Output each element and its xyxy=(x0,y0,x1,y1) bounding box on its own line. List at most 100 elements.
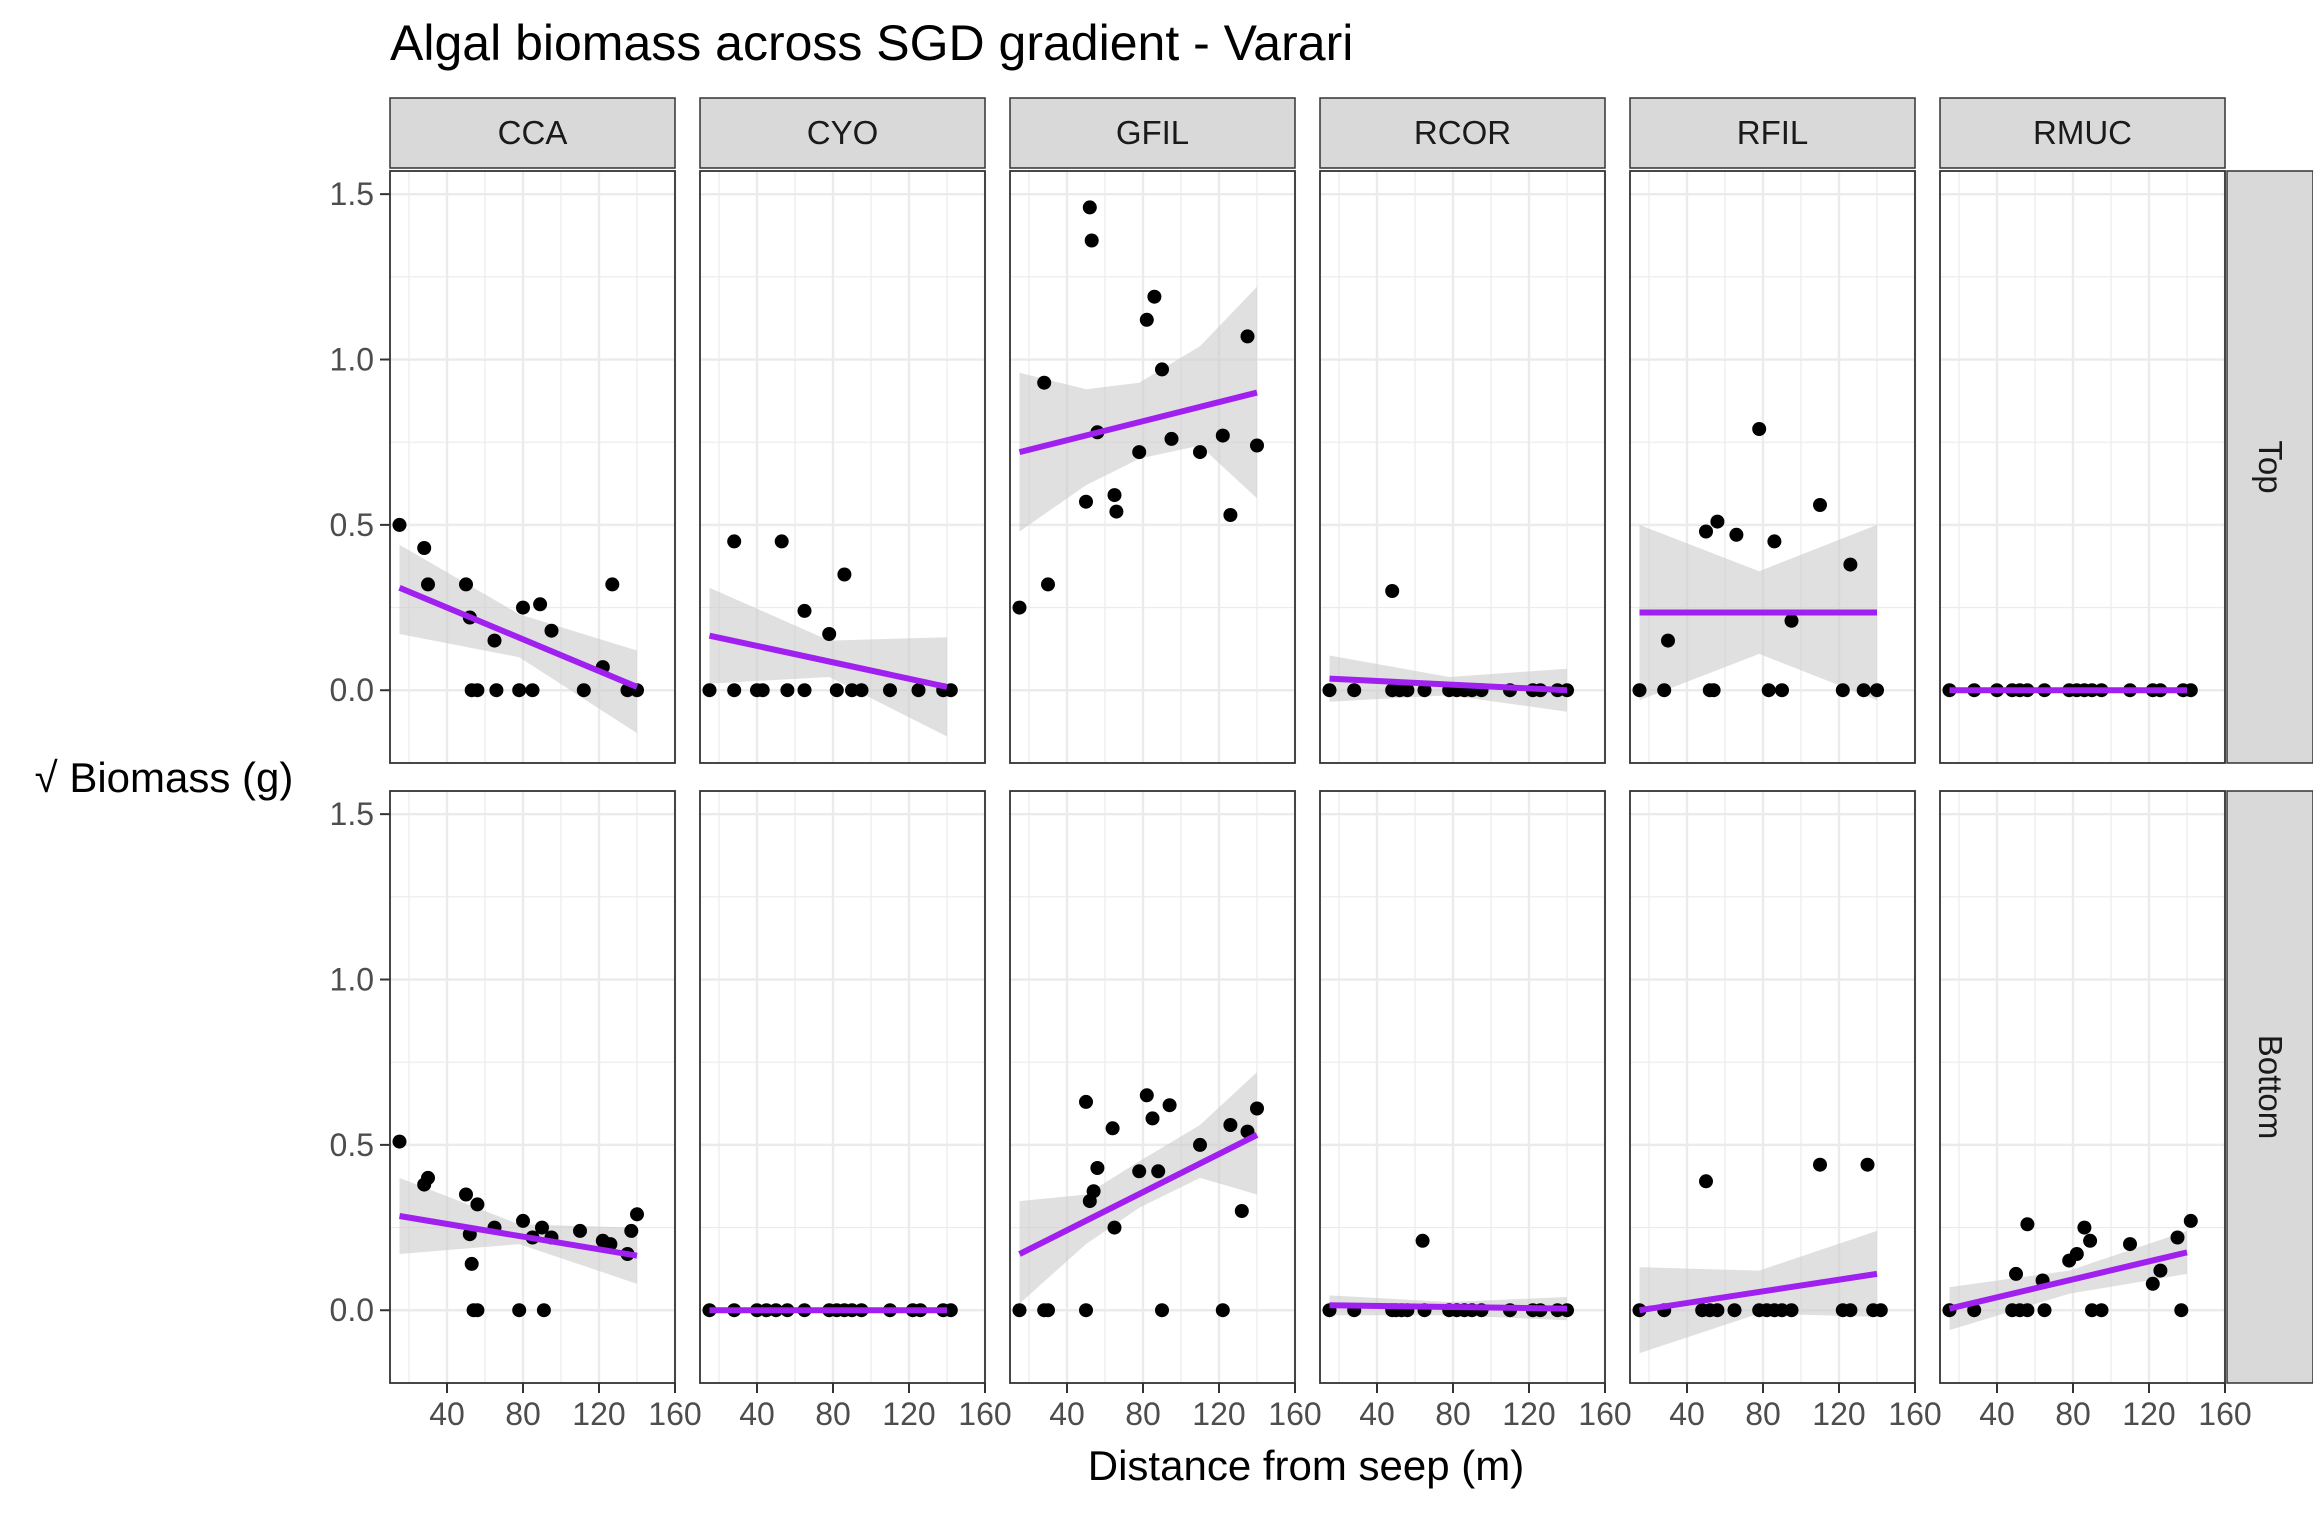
panel-border xyxy=(1319,170,1606,764)
data-point xyxy=(1041,1303,1055,1318)
panel-rcor-top xyxy=(1319,170,1607,764)
panel-rmuc-top xyxy=(1939,170,2227,764)
x-tick-label: 40 xyxy=(739,1396,775,1432)
panel-marks xyxy=(1012,200,1264,615)
row-strip-label-bottom: Bottom xyxy=(2252,1035,2289,1140)
data-point xyxy=(1813,498,1827,512)
data-point xyxy=(1084,233,1099,248)
data-point xyxy=(470,1197,485,1212)
strip-label-rmuc: RMUC xyxy=(2033,114,2132,151)
data-point xyxy=(1729,527,1744,542)
data-point xyxy=(1041,577,1055,592)
panel-border xyxy=(699,790,986,1384)
data-point xyxy=(1139,1088,1154,1103)
panel-background xyxy=(390,791,675,1383)
data-point xyxy=(943,1303,958,1318)
panel-border xyxy=(699,170,986,764)
data-point xyxy=(2174,1303,2189,1318)
data-point xyxy=(2020,1217,2035,1232)
panel-gfil-bottom xyxy=(1009,790,1297,1384)
data-point xyxy=(544,623,559,638)
data-point xyxy=(1873,1303,1888,1318)
panel-border xyxy=(389,170,676,764)
data-point xyxy=(1079,1303,1093,1318)
data-point xyxy=(1347,683,1362,698)
panel-marks xyxy=(392,1134,644,1318)
panel-background xyxy=(1940,171,2225,763)
panel-border xyxy=(1629,790,1916,1384)
data-point xyxy=(1835,683,1850,698)
panel-rcor-bottom xyxy=(1319,790,1607,1384)
panel-marks xyxy=(702,1303,958,1318)
x-tick-label: 80 xyxy=(2055,1396,2091,1432)
data-point xyxy=(421,1170,435,1185)
data-point xyxy=(1240,329,1255,344)
data-point xyxy=(392,1134,407,1149)
y-axis-title: √ Biomass (g) xyxy=(35,754,294,801)
x-tick-label: 40 xyxy=(429,1396,465,1432)
data-point xyxy=(421,577,435,592)
panel-rfil-top xyxy=(1629,170,1917,764)
y-tick-label: 1.0 xyxy=(330,962,374,998)
data-point xyxy=(1215,428,1230,443)
trend-line xyxy=(1329,675,1568,694)
row-strip-bottom xyxy=(2226,790,2313,1384)
data-point xyxy=(1215,1303,1230,1318)
trend-line xyxy=(1639,1270,1878,1314)
data-point xyxy=(459,1187,473,1202)
data-point xyxy=(1037,375,1052,390)
panel-border xyxy=(1319,790,1606,1384)
x-tick-label: 120 xyxy=(1192,1396,1245,1432)
x-tick-label: 40 xyxy=(1979,1396,2015,1432)
x-tick-label: 40 xyxy=(1049,1396,1085,1432)
data-point xyxy=(1784,1303,1799,1318)
strip-label-rfil: RFIL xyxy=(1737,114,1809,151)
data-point xyxy=(624,1223,639,1238)
data-point xyxy=(1775,683,1789,698)
data-point xyxy=(525,683,540,698)
data-point xyxy=(2123,1237,2137,1252)
data-point xyxy=(797,603,812,618)
y-tick-label: 1.0 xyxy=(330,342,374,378)
panel-marks xyxy=(1942,683,2198,698)
data-point xyxy=(1090,1161,1105,1175)
x-tick-label: 80 xyxy=(815,1396,851,1432)
data-point xyxy=(2083,1233,2098,1248)
data-point xyxy=(1699,1174,1713,1189)
data-point xyxy=(1155,362,1169,377)
data-point xyxy=(2009,1266,2023,1281)
panel-cca-top xyxy=(389,170,677,764)
strip-label-cca: CCA xyxy=(498,114,568,151)
y-tick-label: 0.5 xyxy=(330,507,374,543)
x-tick-label: 160 xyxy=(1268,1396,1321,1432)
data-point xyxy=(630,1207,644,1222)
x-tick-label: 160 xyxy=(1578,1396,1631,1432)
data-point xyxy=(512,1303,527,1318)
x-tick-label: 80 xyxy=(1125,1396,1161,1432)
panel-marks xyxy=(392,517,644,734)
strip-label-cyo: CYO xyxy=(807,114,879,151)
data-point xyxy=(1752,422,1767,436)
data-point xyxy=(1193,1137,1207,1152)
data-point xyxy=(1784,613,1799,628)
confidence-band xyxy=(399,1177,637,1284)
data-point xyxy=(605,577,620,592)
data-point xyxy=(702,683,717,698)
data-point xyxy=(1139,312,1154,327)
y-tick-label: 1.5 xyxy=(330,176,374,212)
data-point xyxy=(1145,1111,1160,1126)
data-point xyxy=(1162,1098,1177,1113)
data-point xyxy=(1234,1204,1249,1218)
data-point xyxy=(1193,445,1207,460)
data-point xyxy=(1250,438,1264,453)
panel-background xyxy=(1320,791,1605,1383)
data-point xyxy=(2020,1303,2035,1318)
strip-label-gfil: GFIL xyxy=(1116,114,1189,151)
data-point xyxy=(2153,1263,2168,1278)
panel-marks xyxy=(1942,1213,2198,1331)
x-tick-label: 120 xyxy=(1502,1396,1555,1432)
panel-border xyxy=(1939,790,2226,1384)
trend-line xyxy=(1948,1249,2188,1312)
data-point xyxy=(1223,508,1238,522)
